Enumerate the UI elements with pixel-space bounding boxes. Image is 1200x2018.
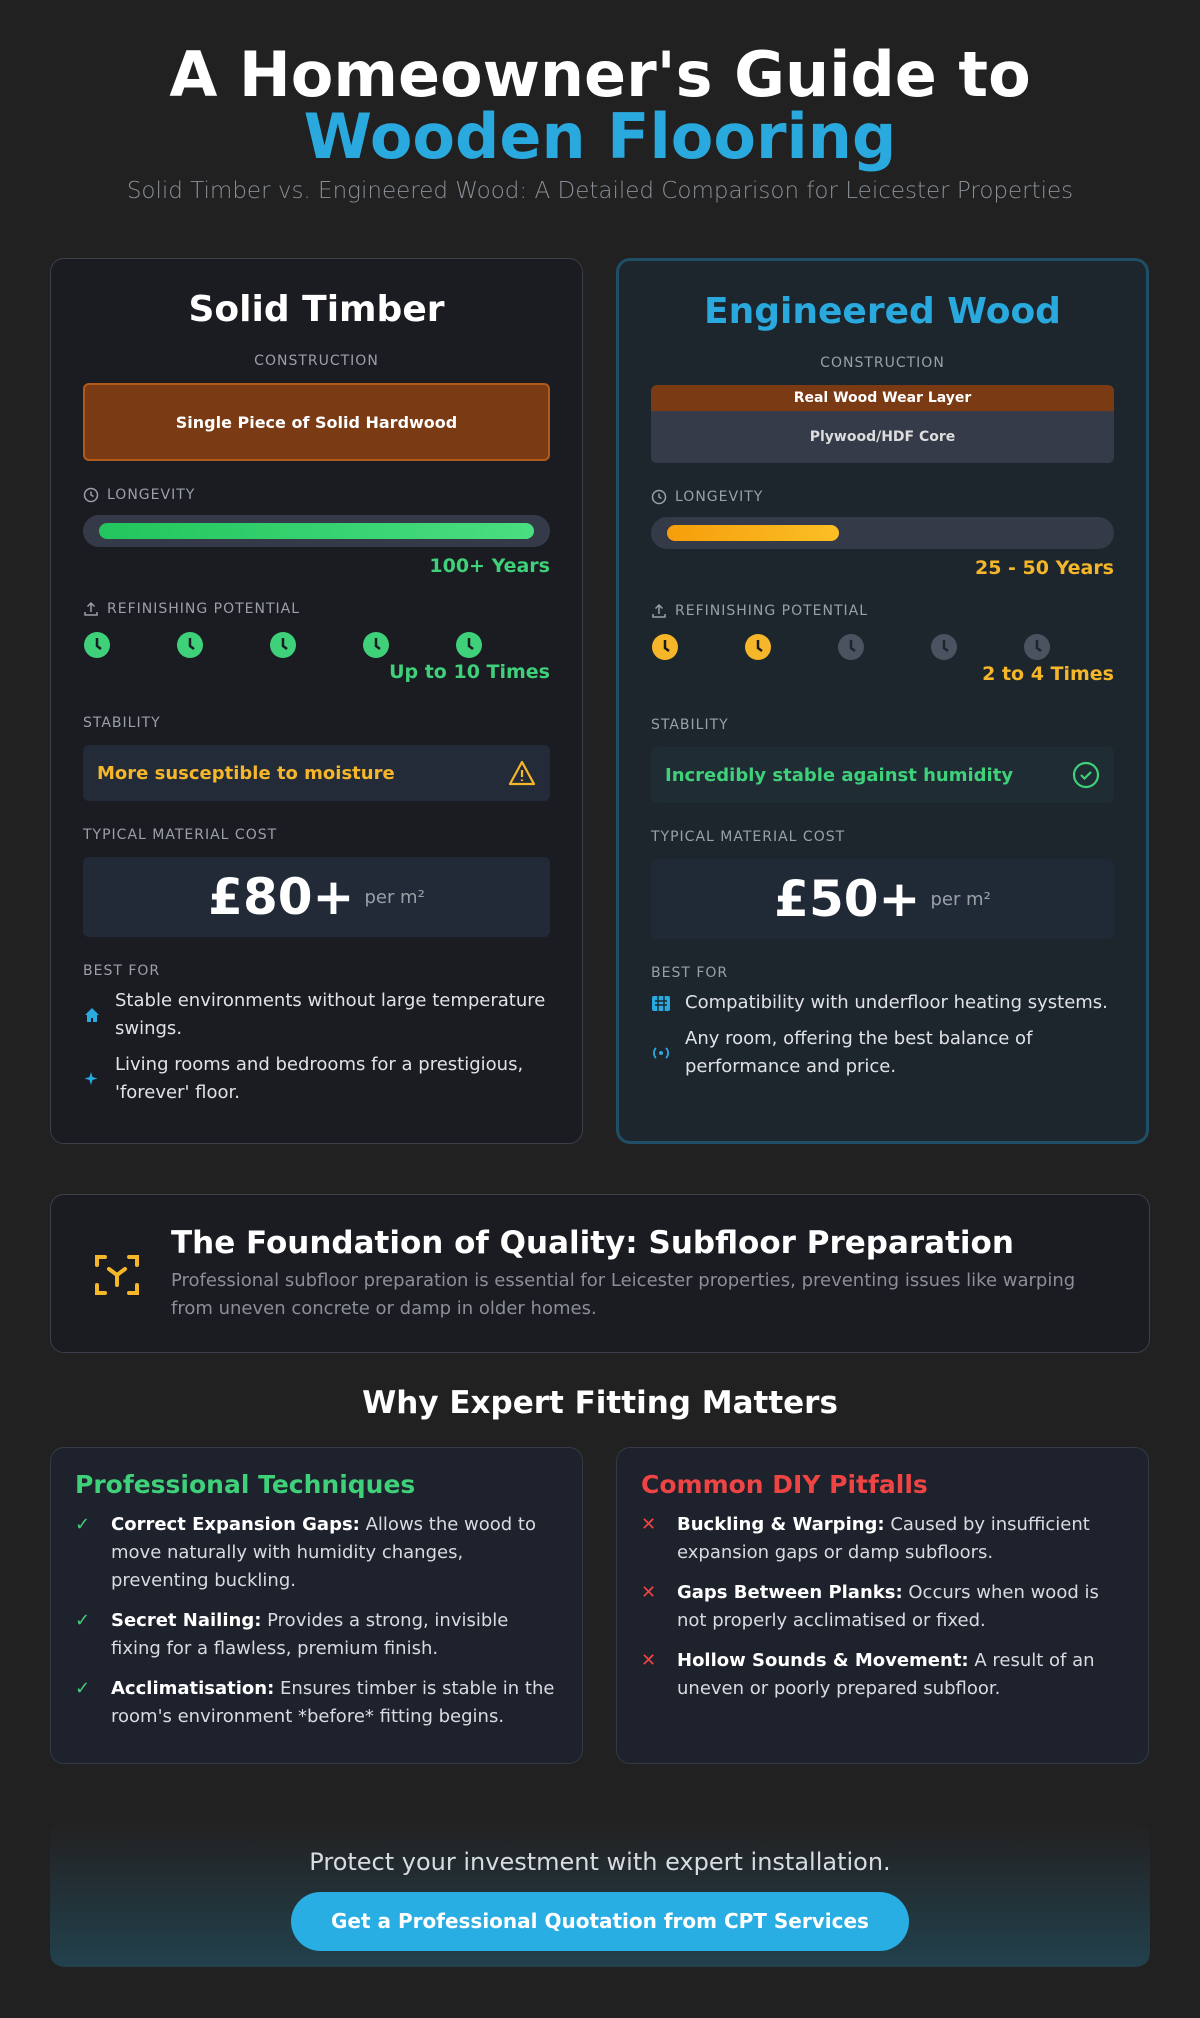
card-title: Solid Timber	[188, 289, 445, 330]
stability: Incredibly stable against humidity	[651, 747, 1114, 803]
list-item: ✓ Correct Expansion Gaps: Allows the wood…	[75, 1514, 536, 1591]
label-row: LONGEVITY	[83, 487, 550, 503]
label-row: REFINISHING POTENTIAL	[83, 601, 550, 617]
pitfalls-column: Common DIY Pitfalls ✕ Buckling & Warping:…	[616, 1447, 1149, 1764]
refinish-icons	[651, 633, 1051, 661]
list-item: ✕ Gaps Between Planks: Occurs when wood i…	[641, 1582, 1099, 1631]
label-row: LONGEVITY	[651, 489, 1114, 505]
icon	[95, 1255, 139, 1295]
engineered-card: Engineered Wood CONSTRUCTION Real Wood W…	[616, 258, 1149, 1144]
foundation-box: The Foundation of Quality: Subfloor Prep…	[50, 1194, 1150, 1353]
title-text: A Homeowner's Guide to	[169, 38, 1031, 111]
label: CONSTRUCTION	[254, 353, 379, 369]
term: Acclimatisation:	[111, 1678, 275, 1699]
desc: Caused by insufficient expansion gaps or…	[677, 1514, 1090, 1563]
best-for-item: Any room, offering the best balance of p…	[651, 1025, 1114, 1081]
foundation-title: The Foundation of Quality: Subfloor Prep…	[171, 1225, 1014, 1261]
construction: Single Piece of Solid Hardwood	[83, 383, 550, 461]
term: Correct Expansion Gaps:	[111, 1514, 360, 1535]
label: TYPICAL MATERIAL COST	[651, 829, 846, 845]
cta-box: Protect your investment with expert inst…	[50, 1822, 1150, 1967]
subtitle: Solid Timber vs. Engineered Wood: A Deta…	[126, 178, 1074, 204]
longevity-value: 25 - 50 Years	[974, 557, 1114, 579]
label: LONGEVITY	[675, 489, 764, 505]
price: £50+	[774, 870, 921, 928]
term: Hollow Sounds & Movement:	[677, 1650, 969, 1671]
column-title: Professional Techniques	[75, 1470, 416, 1499]
label: REFINISHING POTENTIAL	[107, 601, 301, 617]
desc: Occurs when wood is not properly acclima…	[677, 1582, 1099, 1631]
list-item: ✕ Hollow Sounds & Movement: A result of a…	[641, 1650, 1095, 1699]
construction: Real Wood Wear Layer Plywood/HDF Core	[651, 385, 1114, 463]
unit: per m²	[364, 886, 425, 908]
stability: More susceptible to moisture	[83, 745, 550, 801]
label: LONGEVITY	[107, 487, 196, 503]
cta-text: Protect your investment with expert inst…	[309, 1848, 891, 1876]
solid-card: Solid Timber CONSTRUCTION Single Piece o…	[50, 258, 583, 1144]
list-item: ✕ Buckling & Warping: Caused by insuffici…	[641, 1514, 1090, 1563]
card-title: Engineered Wood	[704, 291, 1061, 332]
cta-button[interactable]: Get a Professional Quotation from CPT Se…	[291, 1892, 909, 1951]
desc: Allows the wood to move naturally with h…	[111, 1514, 536, 1591]
term: Secret Nailing:	[111, 1610, 262, 1631]
refinish-value: 2 to 4 Times	[982, 663, 1114, 685]
desc: Ensures timber is stable in the room's e…	[111, 1678, 555, 1727]
desc: Provides a strong, invisible fixing for …	[111, 1610, 509, 1659]
best-for-item: Compatibility with underfloor heating sy…	[651, 989, 1114, 1017]
refinish-icons	[83, 631, 483, 659]
item-text: Compatibility with underfloor heating sy…	[685, 992, 1108, 1013]
techniques-column: Professional Techniques ✓ Correct Expansi…	[50, 1447, 583, 1764]
refinish-value: Up to 10 Times	[389, 661, 550, 683]
item-text: Stable environments without large temper…	[115, 990, 546, 1039]
title-highlight: Wooden Flooring	[303, 100, 897, 173]
price: £80+	[208, 868, 355, 926]
section-heading: Why Expert Fitting Matters	[362, 1385, 838, 1421]
list-item: ✓ Secret Nailing: Provides a strong, invi…	[75, 1610, 509, 1659]
cost-box: £80+ per m²	[83, 857, 550, 937]
label-row: REFINISHING POTENTIAL	[651, 603, 1114, 619]
cost-box: £50+ per m²	[651, 859, 1114, 939]
best-for-item: Stable environments without large temper…	[83, 987, 550, 1043]
desc: A result of an uneven or poorly prepared…	[677, 1650, 1095, 1699]
foundation-text: Professional subfloor preparation is ess…	[171, 1270, 1076, 1319]
longevity-bar	[83, 515, 550, 547]
term: Gaps Between Planks:	[677, 1582, 903, 1603]
best-for-item: Living rooms and bedrooms for a prestigi…	[83, 1051, 550, 1107]
label: STABILITY	[83, 715, 161, 731]
label: TYPICAL MATERIAL COST	[83, 827, 278, 843]
label: BEST FOR	[651, 965, 729, 981]
item-text: Any room, offering the best balance of p…	[685, 1028, 1033, 1077]
list-item: ✓ Acclimatisation: Ensures timber is stab…	[75, 1678, 555, 1727]
item-text: Living rooms and bedrooms for a prestigi…	[115, 1054, 524, 1103]
title: A Homeowner's Guide to Wooden Flooring	[40, 44, 1160, 168]
layer: Plywood/HDF Core	[809, 429, 956, 445]
stability-text: Incredibly stable against humidity	[665, 764, 1014, 786]
unit: per m²	[930, 888, 991, 910]
layer: Real Wood Wear Layer	[651, 385, 1114, 411]
label: CONSTRUCTION	[820, 355, 945, 371]
stability-text: More susceptible to moisture	[97, 762, 395, 784]
column-title: Common DIY Pitfalls	[641, 1470, 928, 1499]
longevity-bar	[651, 517, 1114, 549]
label: REFINISHING POTENTIAL	[675, 603, 869, 619]
label: STABILITY	[651, 717, 729, 733]
longevity-value: 100+ Years	[429, 555, 550, 577]
label: BEST FOR	[83, 963, 161, 979]
term: Buckling & Warping:	[677, 1514, 885, 1535]
